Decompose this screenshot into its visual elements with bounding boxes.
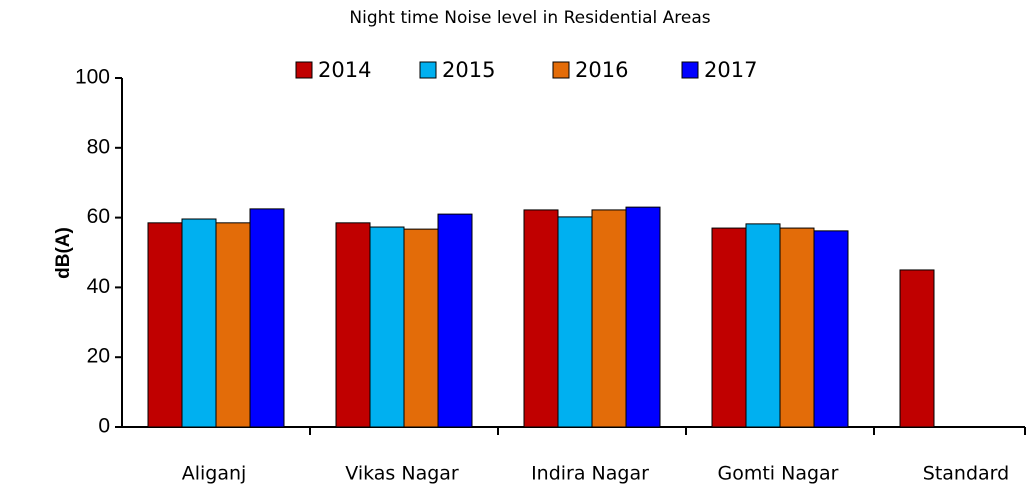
legend-label: 2017 xyxy=(704,58,757,82)
bar xyxy=(335,222,371,428)
bar xyxy=(147,222,183,428)
bar xyxy=(369,226,405,428)
bar xyxy=(437,213,473,428)
bar xyxy=(557,216,593,428)
legend-swatch xyxy=(419,61,437,79)
bar xyxy=(813,230,849,428)
bar xyxy=(625,206,661,428)
chart-title: Night time Noise level in Residential Ar… xyxy=(349,8,710,28)
y-tick-label: 80 xyxy=(87,135,110,158)
bar xyxy=(591,209,627,428)
legend-swatch xyxy=(295,61,313,79)
bar xyxy=(711,227,747,428)
y-tick-label: 60 xyxy=(87,205,110,228)
legend-label: 2014 xyxy=(318,58,371,82)
y-tick-label: 40 xyxy=(87,275,110,298)
y-tick-label: 0 xyxy=(98,415,110,438)
x-tick-label: Aliganj xyxy=(182,463,247,485)
bar xyxy=(779,227,815,428)
x-tick-label: Indira Nagar xyxy=(531,463,649,485)
legend-swatch xyxy=(552,61,570,79)
bar xyxy=(745,223,781,428)
y-tick-label: 20 xyxy=(87,345,110,368)
legend-swatch xyxy=(681,61,699,79)
bar xyxy=(523,209,559,428)
legend-label: 2015 xyxy=(442,58,495,82)
bar xyxy=(249,208,285,428)
bar xyxy=(899,269,935,428)
bar xyxy=(181,218,217,428)
bar xyxy=(403,228,439,428)
bar xyxy=(215,222,251,428)
y-tick-label: 100 xyxy=(75,66,110,89)
x-tick-label: Standard xyxy=(923,463,1009,485)
legend-label: 2016 xyxy=(575,58,628,82)
x-tick-label: Vikas Nagar xyxy=(345,463,459,485)
y-axis-title: dB(A) xyxy=(53,227,74,279)
x-tick-label: Gomti Nagar xyxy=(718,463,839,485)
